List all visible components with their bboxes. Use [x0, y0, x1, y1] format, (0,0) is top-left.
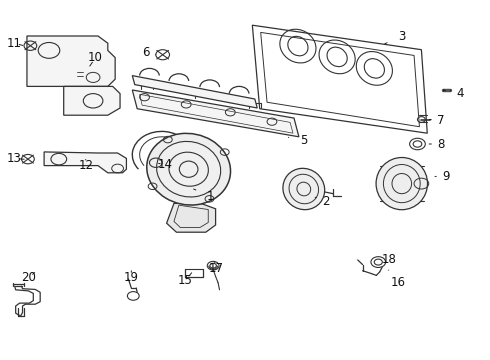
Text: 8: 8	[429, 138, 445, 150]
Text: 16: 16	[389, 270, 405, 289]
Text: 7: 7	[429, 114, 445, 127]
Text: 17: 17	[209, 262, 224, 275]
Ellipse shape	[376, 158, 427, 210]
Text: 18: 18	[382, 253, 396, 266]
Text: 4: 4	[443, 87, 465, 100]
Text: 11: 11	[6, 37, 23, 50]
Polygon shape	[44, 152, 126, 173]
Text: 6: 6	[142, 46, 156, 59]
Polygon shape	[132, 90, 299, 137]
Text: 10: 10	[88, 51, 103, 66]
Text: 20: 20	[21, 271, 36, 284]
Text: 14: 14	[158, 158, 173, 171]
Text: 2: 2	[315, 195, 330, 208]
Polygon shape	[64, 86, 120, 115]
Text: 12: 12	[78, 159, 93, 172]
Text: 15: 15	[178, 273, 193, 287]
Polygon shape	[132, 76, 257, 108]
Text: 3: 3	[385, 30, 406, 44]
Polygon shape	[167, 203, 216, 232]
Polygon shape	[27, 36, 115, 86]
Ellipse shape	[147, 133, 230, 205]
Text: 1: 1	[194, 189, 215, 203]
Text: 19: 19	[124, 271, 139, 284]
Text: 13: 13	[6, 152, 24, 165]
Text: 5: 5	[289, 134, 308, 147]
Text: 9: 9	[435, 170, 450, 183]
Ellipse shape	[157, 141, 220, 197]
Ellipse shape	[283, 168, 325, 210]
